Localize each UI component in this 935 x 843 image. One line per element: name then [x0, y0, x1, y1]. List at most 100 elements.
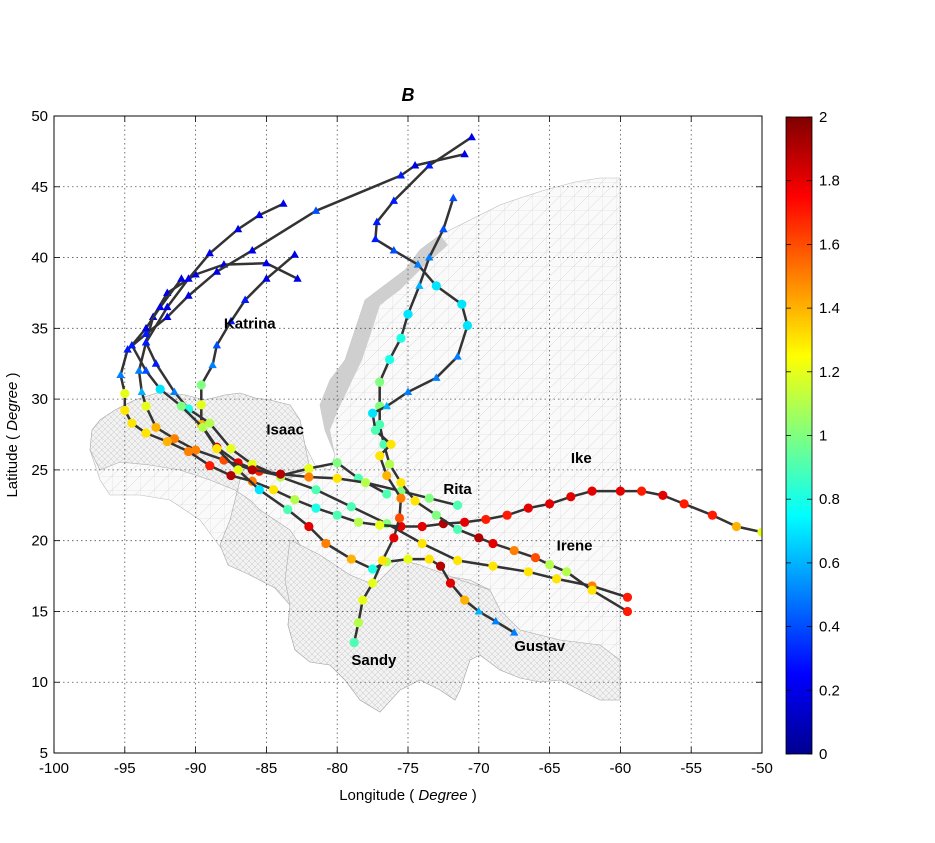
track-point-circle	[155, 384, 165, 394]
storm-label-gustav: Gustav	[514, 638, 566, 655]
track-point-circle	[452, 500, 463, 510]
track-point-triangle	[226, 316, 236, 325]
track-point-triangle	[127, 340, 137, 349]
track-point-circle	[396, 478, 406, 488]
x-tick-label: -100	[39, 760, 69, 777]
track-irene	[375, 193, 633, 617]
track-point-circle	[377, 555, 388, 566]
track-line	[137, 202, 458, 507]
colorbar-tick-label: 0.6	[819, 555, 840, 572]
track-point-circle	[151, 422, 161, 433]
track-point-circle	[417, 521, 427, 532]
chart-title: B	[402, 85, 415, 105]
track-point-triangle	[372, 217, 382, 226]
colorbar-tick-label: 0	[819, 746, 827, 763]
track-point-triangle	[439, 224, 448, 233]
track-point-circle	[530, 553, 541, 563]
track-point-circle	[460, 595, 470, 605]
colorbar-ticks: 0 0.2 0.4 0.6 0.8 1 1.2 1.4 1.6 1.8 2	[786, 109, 840, 763]
x-tick-label: -95	[114, 760, 136, 777]
track-point-circle	[332, 510, 342, 520]
track-point-circle	[375, 451, 385, 461]
track-point-circle	[403, 554, 413, 564]
track-point-triangle	[491, 616, 500, 625]
track-point-circle	[375, 520, 385, 530]
colorbar-tick-label: 1	[819, 428, 827, 445]
storm-labels: Katrina Isaac Rita Ike Irene Gustav Sandy	[224, 315, 593, 669]
track-point-circle	[587, 585, 597, 595]
track-point-circle	[212, 444, 222, 454]
y-tick-label: 10	[31, 674, 48, 691]
track-point-circle	[120, 388, 130, 399]
track-point-triangle	[208, 360, 217, 369]
track-point-circle	[615, 486, 626, 496]
track-point-circle	[382, 489, 392, 499]
track-point-circle	[394, 513, 405, 523]
storm-label-sandy: Sandy	[351, 652, 397, 669]
track-point-triangle	[141, 329, 151, 337]
track-point-triangle	[467, 132, 476, 141]
track-point-circle	[545, 499, 555, 509]
x-tick-label: -80	[326, 760, 348, 777]
track-point-circle	[658, 490, 668, 500]
track-point-triangle	[413, 260, 423, 268]
track-point-triangle	[163, 312, 172, 321]
x-tick-label: -65	[539, 760, 561, 777]
y-tick-label: 30	[31, 391, 48, 408]
track-point-circle	[183, 446, 194, 457]
track-point-circle	[707, 510, 718, 520]
track-point-circle	[304, 463, 314, 474]
y-axis-ticks: 5 10 15 20 25 30 35 40 45 50	[31, 108, 762, 762]
track-point-triangle	[415, 281, 424, 289]
x-axis-label-suffix: )	[468, 787, 477, 804]
track-point-circle	[488, 538, 498, 549]
track-point-triangle	[449, 193, 458, 202]
track-point-triangle	[240, 295, 250, 304]
colorbar-tick-label: 0.8	[819, 491, 840, 508]
track-point-triangle	[248, 245, 257, 254]
track-point-circle	[445, 578, 456, 588]
storm-tracks	[116, 132, 762, 648]
track-point-circle	[196, 380, 206, 390]
x-axis-ticks: -100 -95 -90 -85 -80 -75 -70 -65 -60 -55 -50	[39, 116, 773, 777]
x-tick-label: -90	[185, 760, 207, 777]
x-tick-label: -60	[610, 760, 632, 777]
track-point-circle	[332, 473, 342, 483]
track-point-circle	[379, 439, 389, 450]
track-point-circle	[368, 408, 378, 418]
track-point-circle	[523, 503, 533, 513]
track-point-triangle	[151, 359, 161, 367]
y-tick-label: 5	[40, 745, 48, 762]
track-point-circle	[488, 561, 498, 571]
track-point-circle	[435, 561, 446, 571]
track-point-triangle	[425, 253, 434, 261]
track-point-circle	[587, 486, 597, 496]
track-point-triangle	[290, 250, 299, 258]
track-point-circle	[523, 567, 533, 577]
track-point-triangle	[170, 387, 179, 396]
track-point-circle	[346, 554, 356, 564]
colorbar-tick-label: 1.6	[819, 236, 840, 253]
track-ike	[116, 149, 762, 537]
track-point-circle	[120, 405, 130, 416]
colorbar-tick-label: 1.4	[819, 300, 840, 317]
track-point-triangle	[510, 628, 519, 636]
track-point-triangle	[156, 302, 165, 311]
track-point-circle	[460, 517, 470, 527]
track-point-circle	[247, 465, 257, 475]
track-point-triangle	[191, 270, 200, 278]
track-point-circle	[346, 502, 356, 512]
track-point-circle	[176, 401, 187, 411]
track-point-circle	[462, 320, 473, 331]
track-point-triangle	[212, 340, 222, 349]
track-point-triangle	[425, 161, 434, 169]
track-point-circle	[290, 495, 300, 505]
y-tick-label: 35	[31, 320, 48, 337]
track-point-triangle	[233, 224, 243, 233]
track-point-circle	[410, 496, 420, 506]
x-axis-label-unit: Degree	[418, 787, 467, 804]
y-tick-label: 25	[31, 462, 48, 479]
track-point-triangle	[141, 366, 151, 374]
track-point-circle	[226, 444, 236, 454]
x-tick-label: -70	[468, 760, 490, 777]
